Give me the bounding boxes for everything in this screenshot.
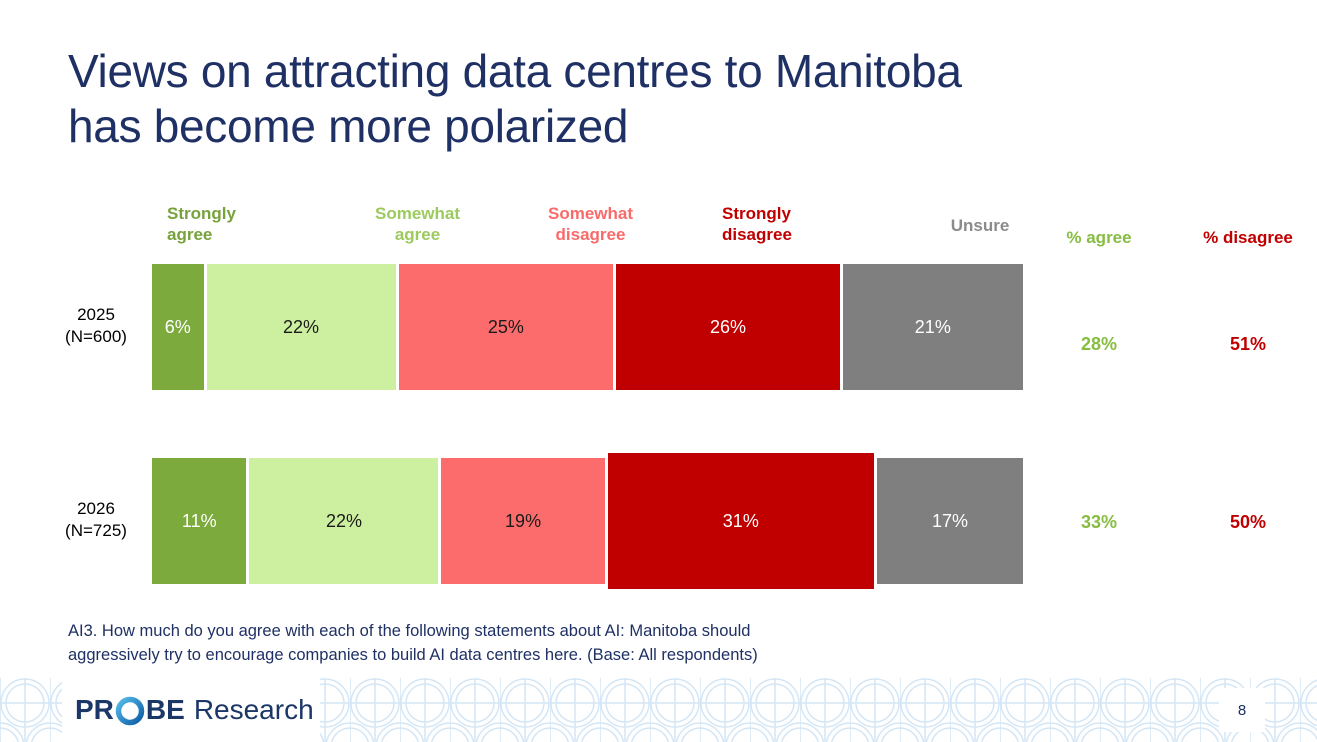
row-year: 2026 xyxy=(77,499,115,518)
bar-segment-somewhat-agree: 22% xyxy=(206,264,396,390)
legend-somewhat-disagree: Somewhat disagree xyxy=(547,204,634,244)
footnote-line2: aggressively try to encourage companies … xyxy=(68,645,758,664)
row-base: (N=600) xyxy=(65,327,127,346)
segment-value: 19% xyxy=(505,510,542,531)
legend-somewhat-agree: Somewhat agree xyxy=(374,204,461,244)
page-number-box: 8 xyxy=(1219,688,1265,732)
segment-value: 25% xyxy=(487,316,524,337)
segment-value: 17% xyxy=(931,510,968,531)
segment-value: 11% xyxy=(181,510,217,531)
pct-agree-2025: 28% xyxy=(1080,334,1118,354)
question-footnote: AI3. How much do you agree with each of … xyxy=(68,620,968,667)
row-label-2026: 2026 (N=725) xyxy=(50,498,142,542)
bar-segment-somewhat-disagree: 25% xyxy=(398,264,614,390)
probe-research-logo: PR BE Research xyxy=(62,678,320,742)
footnote-line1: AI3. How much do you agree with each of … xyxy=(68,622,751,640)
bar-segment-unsure: 17% xyxy=(876,458,1023,584)
row-year: 2025 xyxy=(77,305,115,324)
bar-segment-strongly-agree: 11% xyxy=(152,458,247,584)
legend-strongly-agree: Strongly agree xyxy=(167,204,236,244)
logo-text-pr: PR xyxy=(75,694,114,725)
segment-value: 22% xyxy=(325,510,362,531)
legend-strongly-disagree: Strongly disagree xyxy=(722,204,792,244)
logo-o-icon xyxy=(115,696,145,726)
segment-value: 22% xyxy=(283,316,320,337)
bar-segment-strongly-agree: 6% xyxy=(152,264,204,390)
bar-segment-somewhat-disagree: 19% xyxy=(441,458,605,584)
row-base: (N=725) xyxy=(65,521,127,540)
page-title: Views on attracting data centres to Mani… xyxy=(68,44,1248,154)
pct-disagree-2026: 50% xyxy=(1229,512,1267,532)
page-number: 8 xyxy=(1237,701,1247,719)
logo-text-research: Research xyxy=(193,694,314,725)
segment-value: 21% xyxy=(914,316,951,337)
column-header-pct-disagree: % disagree xyxy=(1203,228,1293,247)
stacked-bar-2026: 11% 22% 19% 31% 17% xyxy=(152,453,1023,589)
segment-value: 26% xyxy=(709,316,746,337)
row-label-2025: 2025 (N=600) xyxy=(50,304,142,348)
bar-segment-somewhat-agree: 22% xyxy=(249,458,439,584)
bar-segment-strongly-disagree: 31% xyxy=(607,453,874,589)
stacked-bar-2025: 6% 22% 25% 26% 21% xyxy=(152,264,1024,390)
pct-agree-2026: 33% xyxy=(1080,512,1118,532)
pct-disagree-2025: 51% xyxy=(1229,334,1267,354)
page-title-line1: Views on attracting data centres to Mani… xyxy=(68,45,962,97)
bar-segment-unsure: 21% xyxy=(842,264,1024,390)
bar-segment-strongly-disagree: 26% xyxy=(616,264,840,390)
page-title-line2: has become more polarized xyxy=(68,100,629,152)
column-header-pct-agree: % agree xyxy=(1066,228,1132,247)
segment-value: 31% xyxy=(722,510,759,531)
logo-text-be: BE xyxy=(145,694,185,725)
segment-value: 6% xyxy=(164,316,191,337)
legend-unsure: Unsure xyxy=(950,216,1010,235)
